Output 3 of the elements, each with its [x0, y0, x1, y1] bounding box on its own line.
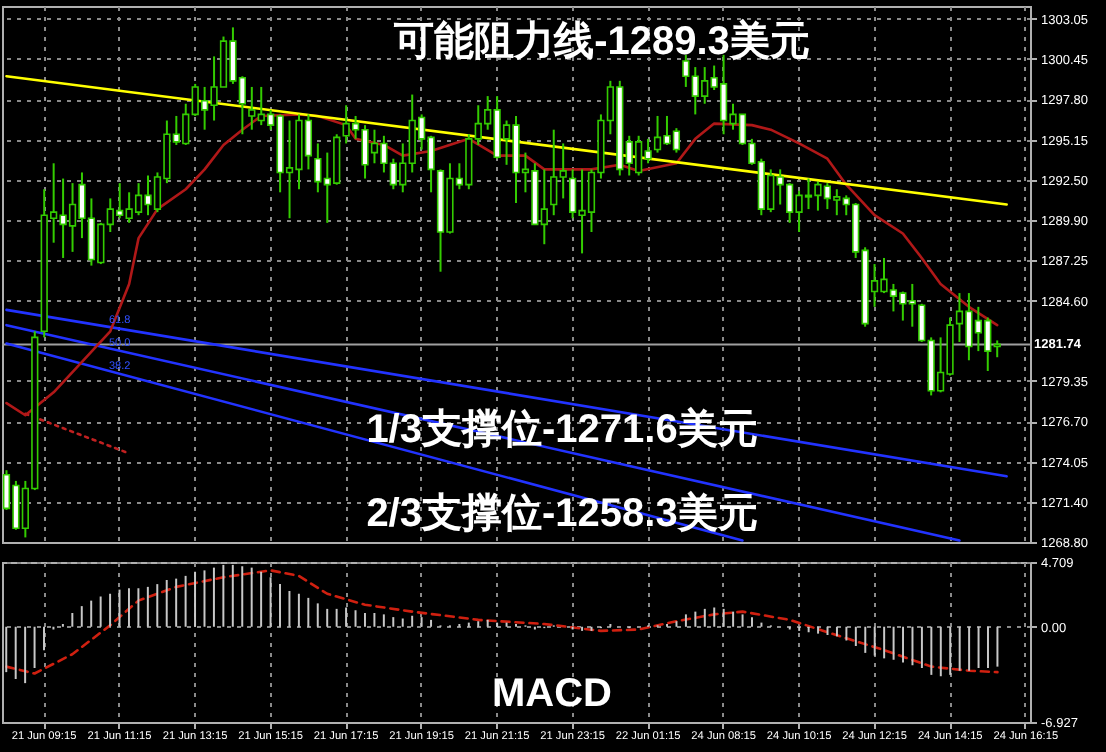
annotation: 可能阻力线-1289.3美元	[392, 18, 810, 64]
line-series	[4, 569, 999, 675]
annotation: MACD	[492, 672, 612, 716]
